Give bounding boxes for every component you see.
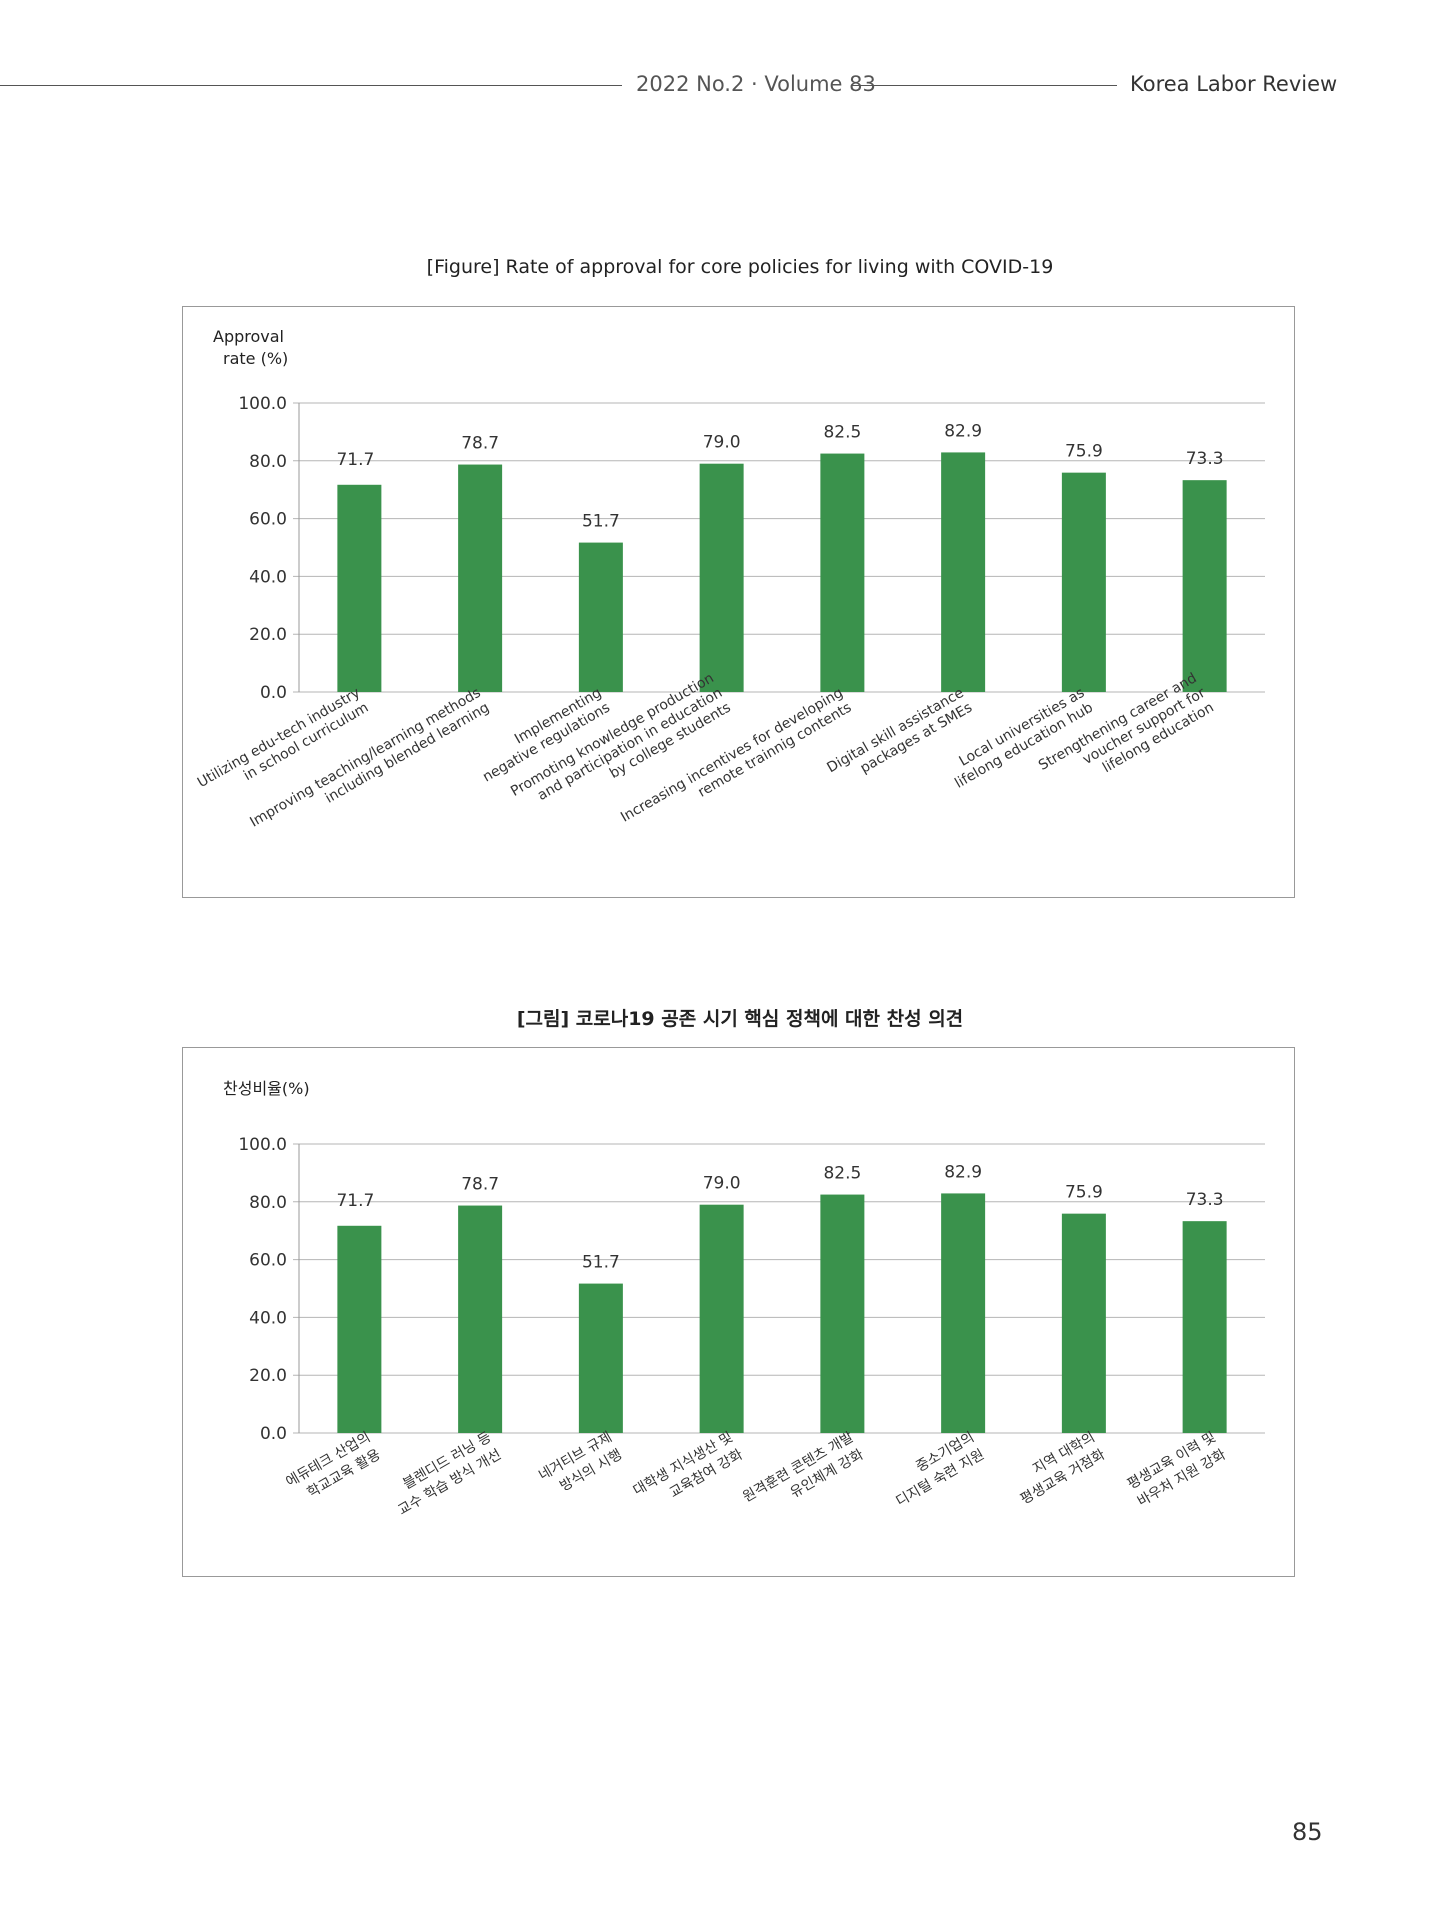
y-tick-label: 20.0 [249, 1366, 287, 1386]
header-rule-right [852, 85, 1117, 86]
journal-name: Korea Labor Review [1130, 72, 1338, 96]
data-label: 78.7 [461, 1175, 499, 1195]
y-axis-label: Approval [213, 327, 284, 346]
y-tick-label: 40.0 [249, 1308, 287, 1328]
data-label: 82.9 [944, 1162, 982, 1182]
y-tick-label: 100.0 [238, 1135, 287, 1155]
bar [820, 453, 865, 692]
x-tick-label-group: Improving teaching/learning methodsinclu… [247, 685, 492, 831]
data-label: 82.5 [823, 1164, 861, 1184]
data-label: 82.9 [944, 421, 982, 441]
bar [458, 1205, 503, 1433]
chart-title-korean: [그림] 코로나19 공존 시기 핵심 정책에 대한 찬성 의견 [516, 1008, 964, 1030]
y-tick-label: 0.0 [260, 1424, 287, 1444]
chart-title-english: [Figure] Rate of approval for core polic… [426, 256, 1054, 278]
y-tick-label: 60.0 [249, 510, 287, 530]
bar [578, 542, 623, 692]
data-label: 75.9 [1065, 442, 1103, 462]
chart-english-svg: Approval rate (%) 0.0 20.0 40.0 60.0 80.0 100.0… [195, 327, 1265, 831]
y-tick-label: 40.0 [249, 567, 287, 587]
chart-korean: 찬성비율(%) 0.0 20.0 40.0 60.0 80.0 100.0 71.7 에듀테크 … [182, 1047, 1295, 1577]
bar [699, 1204, 744, 1433]
y-tick-label: 60.0 [249, 1251, 287, 1271]
bar [578, 1283, 623, 1433]
chart-korean-svg: 찬성비율(%) 0.0 20.0 40.0 60.0 80.0 100.0 71.7 에듀테크 … [223, 1079, 1265, 1519]
bar [337, 1225, 382, 1433]
data-label: 51.7 [582, 1253, 620, 1273]
data-label: 79.0 [703, 433, 741, 453]
data-label: 75.9 [1065, 1183, 1103, 1203]
data-label: 51.7 [582, 512, 620, 532]
page-number: 85 [1292, 1818, 1323, 1846]
bar [337, 484, 382, 692]
data-label: 71.7 [336, 1191, 374, 1211]
data-label: 82.5 [823, 423, 861, 443]
bar [1182, 1221, 1227, 1433]
data-label: 79.0 [703, 1174, 741, 1194]
y-tick-label: 80.0 [249, 452, 287, 472]
header-rule-left [0, 85, 622, 86]
bar [1182, 480, 1227, 692]
data-label: 73.3 [1186, 449, 1224, 469]
bar [941, 452, 986, 692]
x-tick-label-group: 블렌디드 러닝 등교수 학습 방식 개선 [395, 1429, 504, 1518]
y-tick-label: 100.0 [238, 394, 287, 414]
bar [1061, 1213, 1106, 1433]
bar [941, 1193, 986, 1433]
y-axis-label: rate (%) [223, 349, 288, 368]
bar [1061, 472, 1106, 692]
data-label: 73.3 [1186, 1190, 1224, 1210]
issue-label: 2022 No.2 · Volume 83 [636, 72, 876, 96]
chart-english: Approval rate (%) 0.0 20.0 40.0 60.0 80.0 100.0… [182, 306, 1295, 898]
data-label: 71.7 [336, 450, 374, 470]
data-label: 78.7 [461, 434, 499, 454]
bar [458, 464, 503, 692]
y-tick-label: 0.0 [260, 683, 287, 703]
y-tick-label: 20.0 [249, 625, 287, 645]
y-tick-label: 80.0 [249, 1193, 287, 1213]
bar [699, 463, 744, 692]
bar [820, 1194, 865, 1433]
y-axis-label: 찬성비율(%) [223, 1079, 310, 1098]
